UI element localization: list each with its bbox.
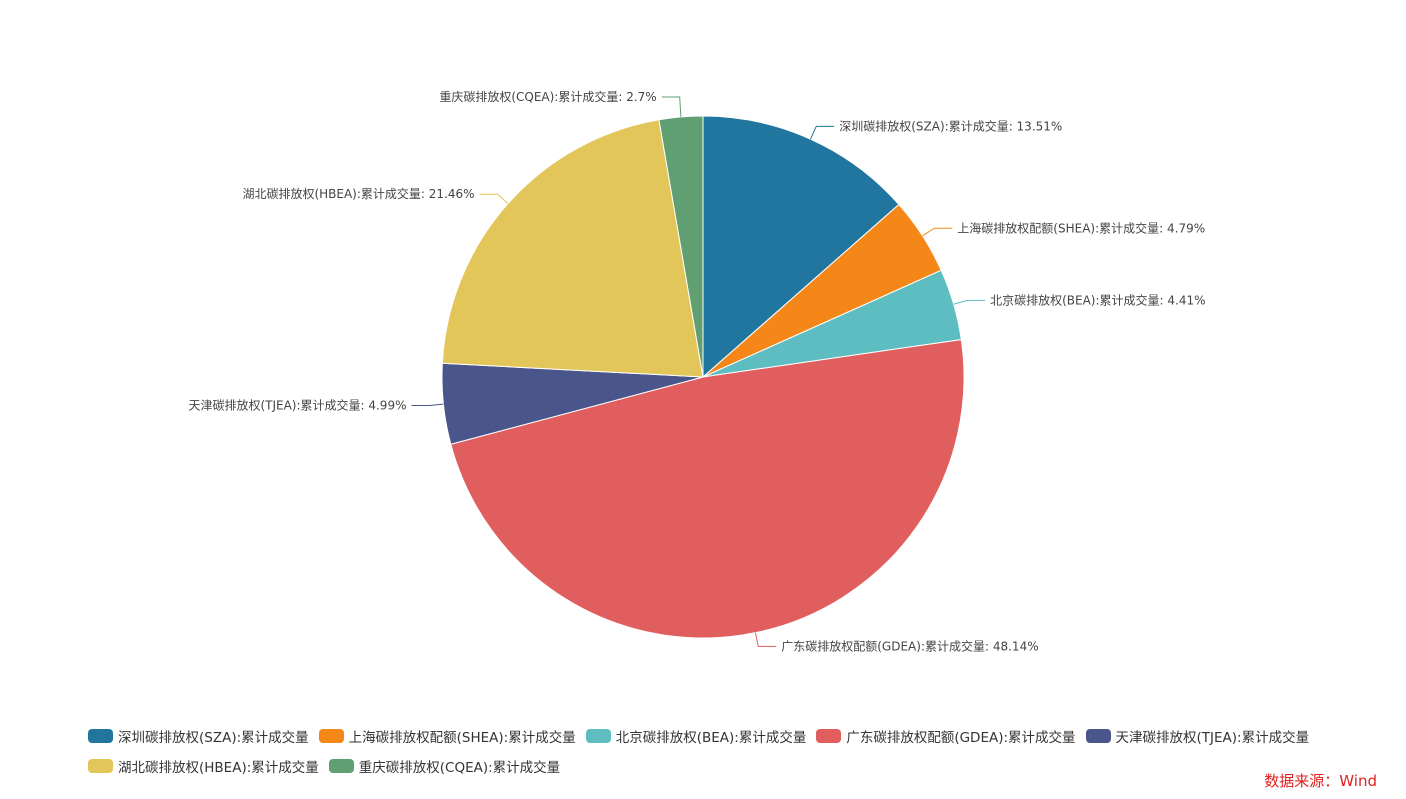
legend-swatch bbox=[328, 759, 354, 773]
legend-label: 深圳碳排放权(SZA):累计成交量 bbox=[118, 730, 309, 746]
legend-item-gdea[interactable]: 广东碳排放权配额(GDEA):累计成交量 bbox=[816, 727, 1076, 746]
legend: 深圳碳排放权(SZA):累计成交量 上海碳排放权配额(SHEA):累计成交量 北… bbox=[88, 727, 1338, 776]
pie-slice[interactable] bbox=[658, 115, 704, 378]
legend-swatch bbox=[1085, 729, 1111, 743]
legend-label: 北京碳排放权(BEA):累计成交量 bbox=[615, 730, 807, 746]
slice-label: 湖北碳排放权(HBEA):累计成交量: 21.46% bbox=[242, 186, 474, 201]
pie-slice[interactable] bbox=[450, 339, 965, 639]
pie-chart: 深圳碳排放权(SZA):累计成交量: 13.51% 上海碳排放权配额(SHEA):… bbox=[188, 89, 1205, 653]
label-line bbox=[479, 193, 509, 204]
data-source: 数据来源：Wind bbox=[1264, 772, 1377, 790]
slice-label: 广东碳排放权配额(GDEA):累计成交量: 48.14% bbox=[781, 638, 1038, 653]
label-line bbox=[754, 632, 777, 647]
pie-slice[interactable] bbox=[702, 115, 900, 379]
legend-label: 重庆碳排放权(CQEA):累计成交量 bbox=[358, 760, 561, 776]
legend-swatch bbox=[88, 759, 113, 773]
label-line bbox=[810, 125, 835, 140]
legend-swatch bbox=[585, 729, 611, 743]
label-line bbox=[953, 299, 986, 305]
label-line bbox=[661, 96, 682, 117]
pie-slice[interactable] bbox=[441, 119, 704, 378]
label-line bbox=[922, 227, 953, 237]
slice-label: 天津碳排放权(TJEA):累计成交量: 4.99% bbox=[188, 398, 406, 413]
legend-label: 上海碳排放权配额(SHEA):累计成交量 bbox=[348, 730, 576, 746]
legend-item-hbea[interactable]: 湖北碳排放权(HBEA):累计成交量 bbox=[88, 757, 319, 776]
slice-label: 北京碳排放权(BEA):累计成交量: 4.41% bbox=[990, 292, 1205, 307]
legend-item-tjea[interactable]: 天津碳排放权(TJEA):累计成交量 bbox=[1085, 727, 1310, 746]
legend-swatch bbox=[88, 729, 113, 743]
legend-item-bea[interactable]: 北京碳排放权(BEA):累计成交量 bbox=[585, 727, 807, 746]
legend-swatch bbox=[318, 729, 344, 743]
label-line bbox=[411, 403, 444, 407]
legend-label: 湖北碳排放权(HBEA):累计成交量 bbox=[118, 760, 319, 776]
slice-label: 重庆碳排放权(CQEA):累计成交量: 2.7% bbox=[439, 89, 656, 104]
slice-label: 深圳碳排放权(SZA):累计成交量: 13.51% bbox=[839, 118, 1062, 133]
legend-label: 天津碳排放权(TJEA):累计成交量 bbox=[1115, 730, 1310, 746]
legend-item-cqea[interactable]: 重庆碳排放权(CQEA):累计成交量 bbox=[328, 757, 561, 776]
slice-label: 上海碳排放权配额(SHEA):累计成交量: 4.79% bbox=[957, 220, 1205, 235]
legend-swatch bbox=[816, 729, 842, 743]
legend-item-sza[interactable]: 深圳碳排放权(SZA):累计成交量 bbox=[88, 727, 309, 746]
legend-item-shea[interactable]: 上海碳排放权配额(SHEA):累计成交量 bbox=[318, 727, 576, 746]
legend-label: 广东碳排放权配额(GDEA):累计成交量 bbox=[846, 730, 1076, 746]
